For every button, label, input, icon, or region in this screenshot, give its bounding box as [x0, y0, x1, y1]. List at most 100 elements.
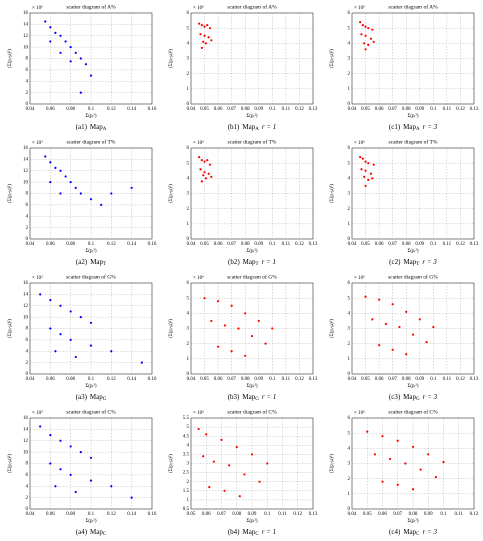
y-axis-label: (Σ(pᵢ-μ)²) — [168, 319, 174, 338]
x-tick-label: 0.05 — [363, 512, 372, 517]
x-tick-label: 0.04 — [348, 512, 357, 517]
x-axis-label: Σ(pᵢ²) — [85, 113, 96, 119]
x-tick-label: 0.12 — [107, 242, 116, 247]
scatter-point — [250, 334, 254, 338]
caption-id: (a1) — [76, 123, 88, 131]
x-tick-label: 0.1 — [430, 377, 437, 382]
chart-title: scatter diagram of C% — [66, 408, 116, 415]
caption-map: Map — [403, 393, 416, 401]
scatter-point — [371, 318, 374, 321]
scatter-point — [54, 485, 57, 488]
y-tick-label: 14 — [23, 158, 29, 163]
caption-id: (b2) — [228, 258, 240, 266]
y-tick-label: 8 — [26, 192, 29, 197]
y-tick-label: 10 — [23, 45, 29, 50]
scatter-point — [205, 433, 208, 436]
y-tick-label: 4 — [187, 41, 190, 46]
caption-sub: G — [255, 397, 259, 402]
x-tick-label: 0.13 — [309, 512, 318, 517]
scatter-point — [200, 24, 203, 27]
x-tick-label: 0.16 — [148, 242, 157, 247]
y-tick-label: 0 — [26, 102, 29, 107]
x-tick-label: 0.06 — [214, 377, 223, 382]
scatter-point — [206, 24, 209, 27]
scatter-point — [360, 168, 363, 171]
y-tick-label: 10 — [23, 450, 29, 455]
scatter-point — [364, 184, 367, 188]
scatter-point — [369, 37, 373, 40]
scatter-point — [204, 177, 208, 180]
y-tick-label: 2 — [26, 361, 29, 366]
scatter-point — [54, 31, 57, 35]
caption-sub: A — [255, 127, 259, 132]
scatter-point — [64, 40, 67, 43]
y-tick-label: 0 — [187, 102, 190, 107]
scatter-point — [425, 341, 428, 344]
x-tick-label: 0.12 — [470, 512, 479, 517]
caption-map: Map — [242, 393, 255, 401]
panel: 0.04 0.06 0.08 0.1 0.12 0.14 0.16 0 2 4 6 8 10 12 14 16… — [7, 138, 157, 267]
scatter-point — [398, 325, 401, 329]
y-tick-label: 3 — [348, 192, 351, 197]
y-tick-label: 14 — [23, 428, 29, 433]
caption-map: Map — [90, 258, 103, 266]
axis-multiplier: × 10⁶ — [354, 275, 365, 281]
x-tick-label: 0.12 — [456, 107, 465, 112]
scatter-point — [230, 304, 233, 307]
x-tick-label: 0.1 — [269, 377, 276, 382]
panel: 0.04 0.05 0.06 0.07 0.08 0.09 0.1 0.11 0.12 0.13 0… — [329, 3, 479, 132]
y-tick-label: 1 — [187, 357, 190, 362]
scatter-point — [89, 198, 93, 201]
scatter-point — [89, 74, 93, 77]
axis-multiplier: × 10⁶ — [193, 275, 204, 281]
scatter-point — [419, 468, 422, 471]
y-tick-label: 1 — [348, 222, 351, 227]
y-tick-label: 0 — [348, 507, 351, 512]
scatter-point — [64, 175, 67, 178]
scatter-point — [396, 439, 399, 442]
caption: (c4) MapC r = 3 — [389, 528, 437, 538]
scatter-point — [79, 192, 82, 195]
y-tick-label: 0 — [348, 372, 351, 377]
axis-multiplier: × 10⁵ — [32, 140, 43, 146]
x-tick-label: 0.1 — [88, 107, 95, 112]
x-tick-label: 0.09 — [254, 107, 263, 112]
scatter-point — [203, 25, 206, 28]
y-axis-label: (Σ(pᵢ-μ)²) — [7, 184, 13, 203]
y-tick-label: 1 — [187, 87, 190, 92]
scatter-point — [427, 453, 430, 456]
y-tick-label: 2 — [187, 342, 190, 347]
x-tick-label: 0.06 — [378, 512, 387, 517]
scatter-point — [210, 175, 213, 178]
x-axis-label: Σ(pᵢ²) — [407, 383, 418, 389]
x-tick-label: 0.04 — [26, 242, 35, 247]
y-tick-label: 0 — [26, 507, 29, 512]
axis-multiplier: × 10⁶ — [354, 5, 365, 11]
caption: (a4) MapC — [76, 528, 107, 538]
scatter-point — [198, 156, 201, 159]
y-tick-label: 14 — [23, 23, 29, 28]
scatter-point — [44, 20, 47, 23]
scatter-point — [271, 327, 274, 330]
panel: 0.04 0.06 0.08 0.1 0.12 0.14 0.16 0 2 4 6 8 10 12 14 16… — [7, 408, 157, 537]
chart-title: scatter diagram of A% — [66, 3, 116, 10]
scatter-point — [208, 163, 212, 166]
x-tick-label: 0.1 — [430, 242, 437, 247]
caption-r: r = 3 — [422, 258, 437, 266]
caption-sub: A — [103, 127, 107, 132]
x-tick-label: 0.1 — [88, 242, 95, 247]
caption-map: Map — [403, 258, 416, 266]
y-tick-label: 1 — [187, 498, 190, 503]
scatter-point — [359, 21, 362, 24]
y-tick-label: 3 — [348, 57, 351, 62]
scatter-point — [197, 427, 200, 431]
y-tick-label: 5 — [348, 26, 351, 31]
scatter-point — [220, 438, 223, 441]
scatter-point — [217, 345, 220, 348]
scatter-point — [202, 40, 205, 43]
x-tick-label: 0.05 — [361, 377, 370, 382]
caption-id: (c2) — [389, 258, 401, 266]
scatter-point — [89, 479, 93, 482]
caption-id: (b4) — [228, 528, 240, 536]
